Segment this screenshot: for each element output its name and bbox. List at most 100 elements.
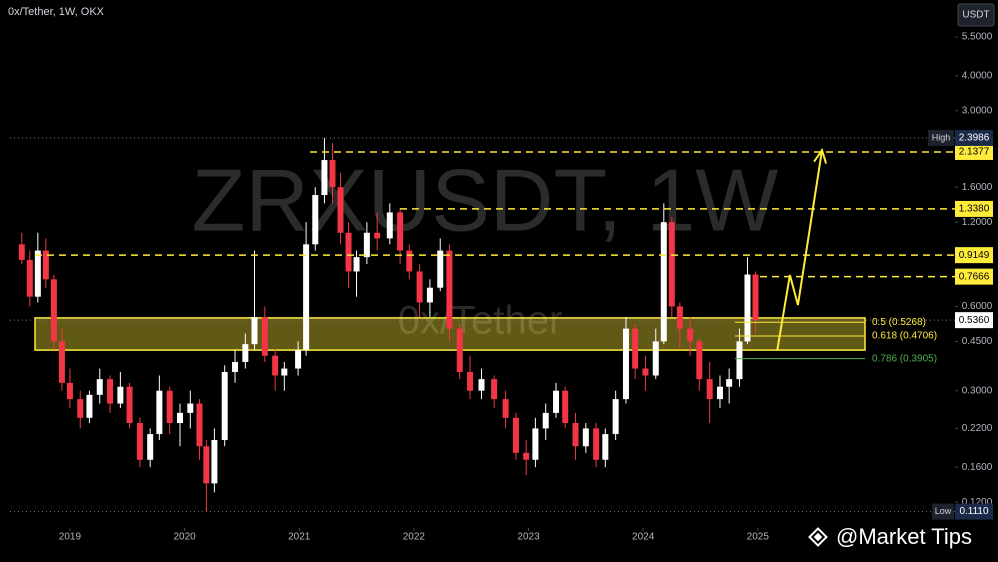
candle-body [211,440,218,484]
candle-body [736,341,743,380]
candle-body [532,428,539,460]
x-tick-label: 2025 [747,532,770,543]
candle-body [66,382,73,400]
candle-body [295,349,302,369]
level-label: 0.7666 [959,271,990,282]
candle-body [196,403,203,447]
y-tick-label: 0.6000 [962,301,993,312]
level-label: 0.9149 [959,250,990,261]
candle-body [136,423,143,460]
x-tick-label: 2024 [632,532,655,543]
plot-area [10,137,955,513]
y-tick-label: 3.0000 [962,105,993,116]
candle-body [696,341,703,380]
candle-body [582,428,589,447]
y-tick-label: 0.1200 [962,497,993,508]
last-price: 0.5360 [959,315,990,326]
level-label: 2.1377 [959,147,990,158]
candle-body [166,390,173,424]
candle-body [612,399,619,435]
candle-body [446,250,453,329]
candle-body [676,306,683,329]
x-tick-label: 2023 [517,532,540,543]
y-tick-label: 5.5000 [962,32,993,43]
candle-body [312,195,319,245]
candle-body [107,379,114,404]
level-label: 1.3380 [959,204,990,215]
chart-title: 0x/Tether, 1W, OKX [8,6,105,18]
low-value: 0.1110 [959,506,989,517]
candle-body [752,274,759,321]
y-tick-label: 1.2000 [962,217,993,228]
candle-body [437,250,444,288]
candle-body [406,250,413,272]
candle-body [281,368,288,376]
candle-body [117,386,124,404]
candle-body [321,160,328,196]
x-tick-label: 2021 [288,532,311,543]
candle-body [261,317,268,356]
candle-body [562,390,569,424]
footer: @Market Tips [836,524,972,549]
candle-body [221,371,228,441]
candle-body [572,423,579,447]
candle-body [42,250,49,280]
candle-body [242,344,249,362]
candle-body [156,390,163,435]
candle-body [353,257,360,272]
y-tick-label: 0.4500 [962,336,993,347]
candle-body [602,434,609,460]
candle-body [374,232,381,239]
low-value-box [955,503,993,520]
candle-body [553,390,560,413]
footer-logo [808,527,828,547]
candle-body [632,328,639,369]
candle-body [660,222,667,342]
y-tick-label: 0.1600 [962,462,993,473]
candle-body [58,341,65,383]
candle-body [744,274,751,342]
candle-body [687,328,694,342]
candle-body [329,160,336,188]
candle-body [668,222,675,307]
candle-body [126,386,133,424]
candle-body [96,379,103,395]
candle-body [34,250,41,297]
candle-body [523,452,530,460]
candle-body [467,371,474,391]
candle-body [303,244,310,350]
unit-box [957,3,995,27]
candle-body [416,271,423,303]
candle-body [726,379,733,387]
candle-body [652,341,659,376]
candle-body [337,187,344,233]
candle-body [77,399,84,418]
candle-body [386,212,393,239]
high-tag: High [932,132,951,142]
level-label-box [955,143,993,160]
level-label-box [955,247,993,264]
fib-label: 0.786 (0.3905) [872,353,937,364]
candle-body [345,232,352,272]
y-tick-label: 0.2200 [962,423,993,434]
low-tag-box [932,503,954,520]
candle-body [512,417,519,453]
candle-body [26,259,33,297]
x-tick-label: 2020 [173,532,196,543]
level-label-box [955,268,993,285]
unit-label: USDT [962,10,989,21]
watermark: ZRXUSDT, 1W [192,150,779,249]
candle-body [706,379,713,400]
candle-body [272,355,279,376]
candle-body [176,412,183,424]
candle-body [251,317,258,345]
y-tick-label: 4.0000 [962,70,993,81]
candle-body [502,399,509,418]
level-label-box [955,200,993,217]
candle-body [491,379,498,400]
candle-body [456,328,463,372]
candle-body [542,412,549,429]
candle-body [426,287,433,303]
low-tag: Low [935,506,952,516]
